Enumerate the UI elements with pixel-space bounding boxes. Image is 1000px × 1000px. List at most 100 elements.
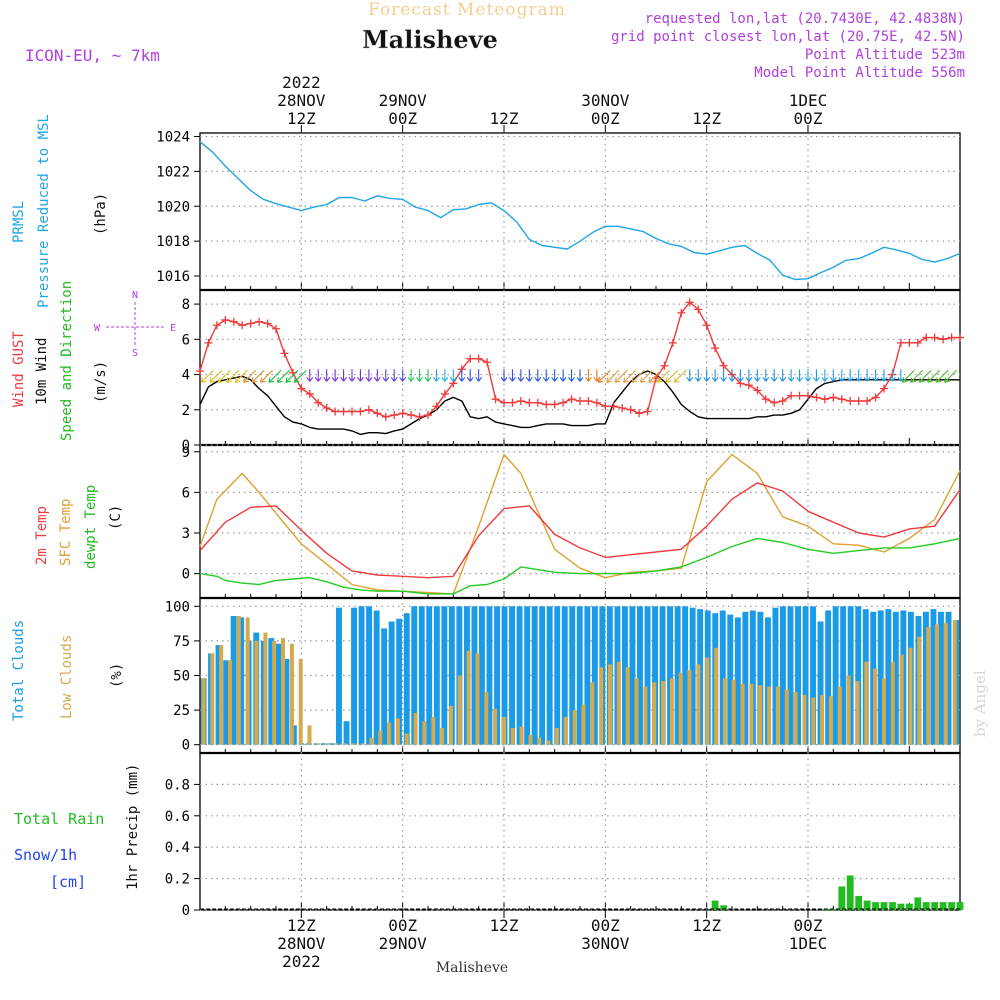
total-clouds-bar (215, 645, 222, 745)
low-clouds-bar (749, 683, 754, 745)
gust-marker (550, 400, 559, 409)
y-tick-label: 0 (182, 903, 190, 919)
wind-direction-arrow (268, 369, 282, 383)
low-clouds-bar (254, 640, 259, 745)
bottom-time-label: 28NOV (277, 934, 326, 953)
precip-panel (200, 875, 964, 911)
y-tick-label: 0 (182, 738, 190, 754)
low-clouds-bar (722, 678, 727, 745)
gust-marker (846, 396, 855, 405)
gust-marker (297, 384, 306, 393)
gust-marker (719, 361, 728, 370)
rain-bar (855, 895, 863, 910)
wind-direction-arrow (314, 369, 322, 382)
wind-direction-arrow (665, 369, 679, 383)
gust-marker (373, 409, 382, 418)
rain-bar (956, 902, 964, 910)
gust-marker (196, 367, 204, 376)
wind-direction-arrow (656, 369, 670, 383)
gust-marker (880, 384, 888, 393)
low-clouds-bar (608, 664, 612, 745)
y-tick-label: 6 (182, 332, 190, 348)
low-clouds-bar (413, 712, 418, 745)
y-tick-label: 25 (173, 703, 190, 719)
compass-n: N (132, 290, 138, 301)
wind-direction-arrow (753, 369, 761, 382)
low-clouds-bar (731, 679, 736, 745)
panel-frame (199, 752, 961, 911)
total-clouds-bar (825, 610, 832, 745)
wind-direction-arrow (838, 369, 846, 382)
temp-dewpt-label: dewpt Temp (83, 485, 99, 569)
gust-marker (761, 395, 770, 404)
wind-direction-arrow (762, 369, 770, 382)
wind-speed-dir-label: Speed and Direction (59, 281, 75, 441)
gust-marker (871, 393, 880, 402)
low-clouds-bar (687, 670, 692, 745)
low-clouds-bar (882, 678, 886, 745)
footer-location: Malisheve (436, 960, 508, 976)
gust-marker (255, 317, 264, 326)
total-clouds-bar (373, 610, 380, 745)
low-clouds-bar (652, 682, 657, 745)
compass-s: S (132, 348, 138, 359)
total-clouds-bar (426, 606, 433, 745)
gust-marker (314, 398, 323, 407)
gust-marker (246, 319, 255, 328)
temp-sfc-label: SFC Temp (58, 499, 74, 566)
gust-marker (381, 412, 390, 421)
wind-direction-arrow (648, 369, 662, 383)
wind-direction-arrow (606, 369, 620, 383)
low-clouds-bar (475, 653, 480, 745)
clouds-panel (200, 606, 959, 745)
top-time-label: 30NOV (581, 91, 630, 110)
rain-bar (872, 902, 879, 910)
bottom-time-label: 29NOV (379, 934, 428, 953)
low-clouds-bar (775, 686, 780, 745)
total-clouds-bar (351, 607, 357, 745)
gust-marker (618, 404, 627, 413)
low-clouds-bar (316, 743, 321, 745)
top-time-label: 12Z (287, 109, 316, 128)
gust-marker (305, 389, 314, 398)
wind-direction-arrow (829, 369, 837, 382)
y-tick-label: 9 (182, 445, 190, 461)
gust-marker (795, 391, 804, 400)
gust-marker (609, 402, 618, 411)
wind-direction-arrow (390, 369, 398, 382)
low-clouds-bar (555, 728, 559, 745)
top-time-label: 00Z (794, 109, 823, 128)
low-clouds-bar (846, 675, 851, 745)
low-clouds-bar (422, 721, 427, 745)
low-clouds-bar (519, 726, 524, 745)
total-clouds-bar (275, 643, 282, 745)
total-clouds-bar (892, 611, 899, 745)
y-tick-label: 1016 (156, 269, 190, 285)
gust-marker (635, 409, 644, 418)
gust-marker (770, 398, 779, 407)
bottom-time-label: 12Z (490, 916, 519, 935)
total-clouds-bar (795, 606, 801, 745)
low-clouds-bar (952, 620, 957, 745)
wind-direction-arrow (944, 369, 957, 383)
y-tick-labels: 1016101810201022102402468036902550751000… (156, 129, 200, 919)
total-clouds-bar (727, 614, 734, 745)
total-clouds-bar (396, 618, 403, 745)
compass-e: E (170, 323, 176, 334)
gust-marker (263, 319, 272, 328)
low-clouds-bar (793, 692, 798, 745)
bottom-time-label: 00Z (388, 916, 417, 935)
temp-unit: (C) (108, 505, 124, 530)
wind-direction-arrow (779, 369, 787, 382)
wind-direction-arrow (585, 369, 592, 382)
total-clouds-bar (591, 606, 598, 745)
gust-marker (905, 338, 914, 347)
low-clouds-bar (351, 743, 356, 745)
wind-direction-arrow (200, 369, 214, 383)
low-clouds-bar (643, 686, 648, 745)
wind-direction-arrow (243, 369, 257, 383)
total-clouds-bar (674, 606, 681, 745)
total-clouds-bar (576, 606, 583, 745)
low-clouds-bar (873, 668, 878, 745)
